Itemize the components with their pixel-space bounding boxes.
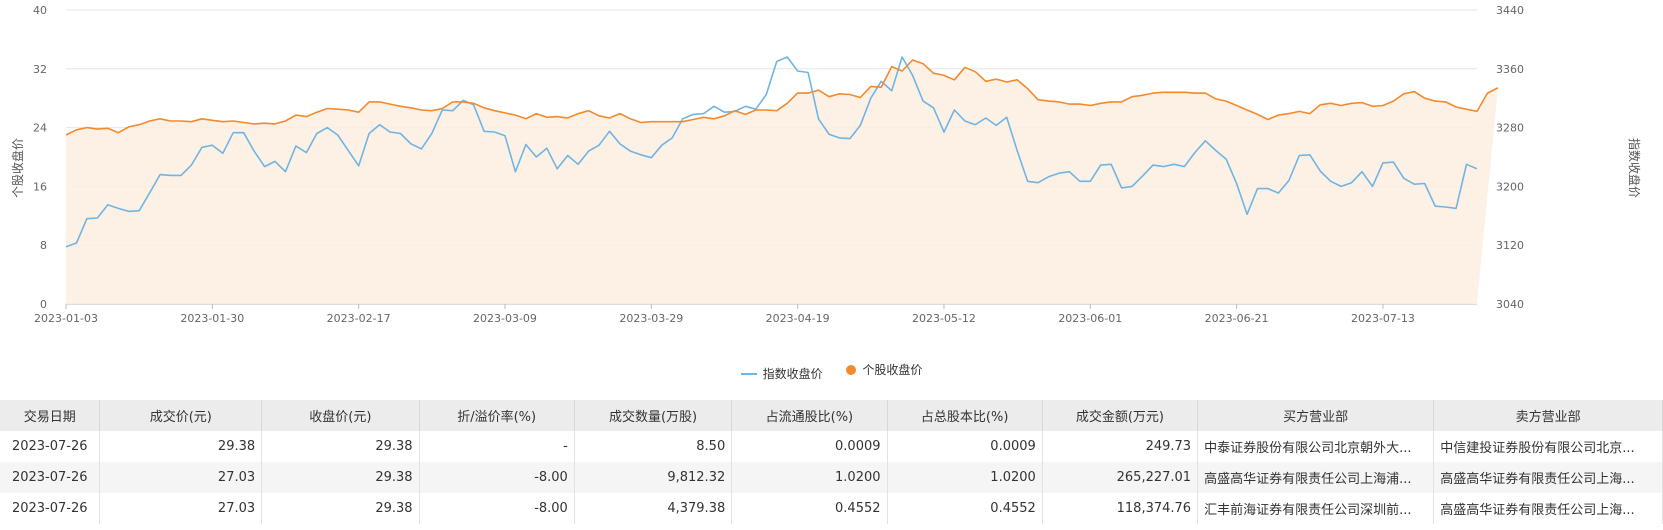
cell-total-ratio: 0.4552 <box>887 493 1043 524</box>
cell-close-price: 29.38 <box>261 462 420 493</box>
x-tick-label: 2023-01-30 <box>180 312 244 325</box>
axis-layer: 0 8 16 24 32 40 3040 3120 3200 3280 3360 3440 2023-0… <box>33 4 1524 325</box>
x-tick-label: 2023-07-13 <box>1351 312 1415 325</box>
cell-total-ratio: 1.0200 <box>887 462 1043 493</box>
price-chart-svg: 0 8 16 24 32 40 3040 3120 3200 3280 3360 3440 2023-0… <box>10 4 1642 325</box>
col-header[interactable]: 收盘价(元) <box>261 400 420 431</box>
table-row: 2023-07-26 27.03 29.38 -8.00 9,812.32 1.… <box>0 462 1663 493</box>
cell-buyer[interactable]: 中泰证券股份有限公司北京朝外大... <box>1197 431 1435 462</box>
x-tick-label: 2023-06-01 <box>1058 312 1122 325</box>
cell-amount: 249.73 <box>1042 431 1199 462</box>
cell-close-price: 29.38 <box>261 431 420 462</box>
cell-amount: 118,374.76 <box>1042 493 1199 524</box>
legend-label-index: 指数收盘价 <box>762 367 823 381</box>
col-header[interactable]: 占流通股比(%) <box>731 400 888 431</box>
cell-amount: 265,227.01 <box>1042 462 1199 493</box>
x-tick-label: 2023-02-17 <box>327 312 391 325</box>
cell-volume: 8.50 <box>574 431 733 462</box>
block-trade-table: 交易日期 成交价(元) 收盘价(元) 折/溢价率(%) 成交数量(万股) 占流通… <box>0 400 1663 524</box>
x-tick-label: 2023-04-19 <box>766 312 830 325</box>
cell-total-ratio: 0.0009 <box>887 431 1043 462</box>
stock-dot-swatch-icon <box>846 364 857 375</box>
x-tick-label: 2023-03-29 <box>619 312 683 325</box>
stock-area-fill <box>66 60 1498 304</box>
cell-seller[interactable]: 高盛高华证券有限责任公司上海... <box>1433 493 1663 524</box>
line-layer <box>65 56 1499 248</box>
cell-deal-price: 27.03 <box>99 462 263 493</box>
x-tick-label: 2023-06-21 <box>1205 312 1269 325</box>
right-tick-label: 3360 <box>1496 63 1524 76</box>
left-tick-label: 24 <box>33 122 47 135</box>
chart-legend: 指数收盘价 个股收盘价 <box>0 361 1663 382</box>
left-axis-title: 个股收盘价 <box>10 138 25 198</box>
x-tick-label: 2023-03-09 <box>473 312 537 325</box>
cell-premium-rate: -8.00 <box>419 462 575 493</box>
cell-premium-rate: - <box>419 431 575 462</box>
cell-date: 2023-07-26 <box>0 462 101 493</box>
table-row: 2023-07-26 29.38 29.38 - 8.50 0.0009 0.0… <box>0 431 1663 462</box>
cell-float-ratio: 0.4552 <box>731 493 888 524</box>
col-header[interactable]: 买方营业部 <box>1197 400 1435 431</box>
col-header[interactable]: 成交价(元) <box>99 400 263 431</box>
cell-deal-price: 27.03 <box>99 493 263 524</box>
col-header[interactable]: 成交金额(万元) <box>1042 400 1199 431</box>
stock-close-line <box>65 59 1499 136</box>
table-row: 2023-07-26 27.03 29.38 -8.00 4,379.38 0.… <box>0 493 1663 524</box>
index-line-swatch-icon <box>740 372 757 375</box>
col-header[interactable]: 成交数量(万股) <box>574 400 733 431</box>
right-tick-label: 3280 <box>1496 122 1524 135</box>
col-header[interactable]: 交易日期 <box>0 400 101 431</box>
cell-date: 2023-07-26 <box>0 493 101 524</box>
cell-seller[interactable]: 高盛高华证券有限责任公司上海... <box>1433 462 1663 493</box>
legend-label-stock: 个股收盘价 <box>862 363 923 377</box>
legend-item-stock[interactable]: 个股收盘价 <box>846 361 922 378</box>
legend-item-index[interactable]: 指数收盘价 <box>740 365 823 382</box>
left-tick-label: 8 <box>40 239 47 252</box>
left-tick-label: 0 <box>40 298 47 311</box>
cell-volume: 4,379.38 <box>574 493 733 524</box>
left-tick-label: 16 <box>33 180 47 193</box>
col-header[interactable]: 占总股本比(%) <box>887 400 1043 431</box>
right-tick-label: 3200 <box>1496 180 1524 193</box>
price-chart: 0 8 16 24 32 40 3040 3120 3200 3280 3360 3440 2023-0… <box>10 4 1642 325</box>
area-layer <box>66 60 1498 304</box>
right-axis-title: 指数收盘价 <box>1627 138 1642 198</box>
cell-deal-price: 29.38 <box>99 431 263 462</box>
cell-close-price: 29.38 <box>261 493 420 524</box>
index-close-line <box>65 56 1478 248</box>
left-tick-label: 32 <box>33 63 47 76</box>
cell-seller[interactable]: 中信建投证券股份有限公司北京... <box>1433 431 1663 462</box>
cell-date: 2023-07-26 <box>0 431 101 462</box>
table-header-row: 交易日期 成交价(元) 收盘价(元) 折/溢价率(%) 成交数量(万股) 占流通… <box>0 400 1663 431</box>
cell-buyer[interactable]: 高盛高华证券有限责任公司上海浦... <box>1197 462 1435 493</box>
cell-volume: 9,812.32 <box>574 462 733 493</box>
cell-float-ratio: 0.0009 <box>731 431 888 462</box>
x-tick-label: 2023-01-03 <box>34 312 98 325</box>
x-tick-label: 2023-05-12 <box>912 312 976 325</box>
right-tick-label: 3120 <box>1496 239 1524 252</box>
cell-float-ratio: 1.0200 <box>731 462 888 493</box>
col-header[interactable]: 卖方营业部 <box>1433 400 1663 431</box>
cell-buyer[interactable]: 汇丰前海证券有限责任公司深圳前... <box>1197 493 1435 524</box>
left-tick-label: 40 <box>33 4 47 17</box>
right-tick-label: 3040 <box>1496 298 1524 311</box>
col-header[interactable]: 折/溢价率(%) <box>419 400 575 431</box>
cell-premium-rate: -8.00 <box>419 493 575 524</box>
right-tick-label: 3440 <box>1496 4 1524 17</box>
